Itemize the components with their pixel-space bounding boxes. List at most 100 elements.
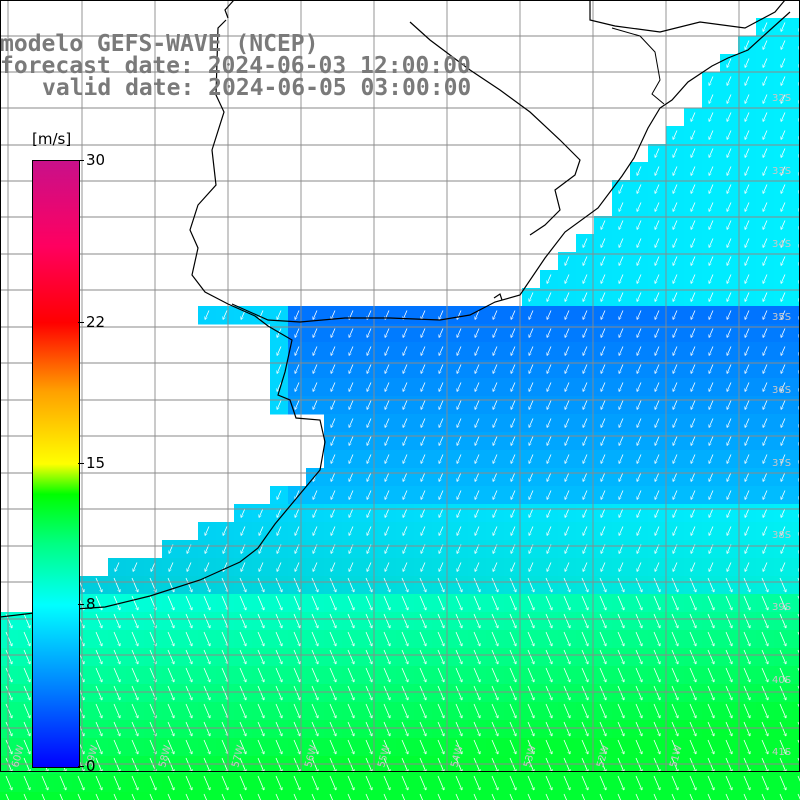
wave-cell	[792, 576, 800, 595]
wave-cell	[612, 792, 631, 800]
wave-cell	[792, 252, 800, 271]
wave-cell	[450, 792, 469, 800]
latitude-label: 36S	[772, 385, 791, 396]
colorbar	[32, 160, 80, 768]
wave-cell	[792, 18, 800, 37]
wave-cell	[774, 792, 793, 800]
wave-cell	[72, 792, 91, 800]
wave-cell	[90, 792, 109, 800]
wave-cell	[792, 684, 800, 703]
wave-cell	[720, 792, 739, 800]
wave-cell	[792, 198, 800, 217]
wave-cell	[792, 216, 800, 235]
wave-cell	[792, 54, 800, 73]
colorbar-tick-mark	[78, 604, 84, 606]
wave-cell	[792, 414, 800, 433]
wave-cell	[36, 792, 55, 800]
wave-cell	[306, 792, 325, 800]
wave-cell	[558, 792, 577, 800]
latitude-label: 35S	[772, 312, 791, 323]
wave-cell	[108, 792, 127, 800]
wave-cell	[486, 792, 505, 800]
latitude-label: 34S	[772, 239, 791, 250]
wave-cell	[594, 792, 613, 800]
wave-cell	[792, 378, 800, 397]
wave-cell	[540, 792, 559, 800]
wave-cell	[216, 792, 235, 800]
wave-cell	[792, 270, 800, 289]
wave-cell	[648, 792, 667, 800]
wave-cell	[792, 630, 800, 649]
wave-cell	[792, 738, 800, 757]
wave-cell	[792, 180, 800, 199]
wave-cell	[792, 396, 800, 415]
wave-cell	[288, 792, 307, 800]
colorbar-tick-mark	[78, 160, 84, 161]
wave-cell	[54, 792, 73, 800]
wave-cell	[180, 792, 199, 800]
wave-cell	[396, 792, 415, 800]
wave-cell	[432, 792, 451, 800]
wave-cell	[792, 360, 800, 379]
wave-cell	[792, 522, 800, 541]
wave-cell	[792, 720, 800, 739]
latitude-label: 39S	[772, 602, 791, 613]
wave-cell	[504, 792, 523, 800]
wave-cell	[0, 792, 19, 800]
colorbar-unit: [m/s]	[32, 130, 72, 148]
wave-cell	[378, 792, 397, 800]
wave-cell	[792, 126, 800, 145]
wave-cell	[666, 792, 685, 800]
wave-cell	[792, 288, 800, 307]
wave-cell	[792, 558, 800, 577]
wave-cell	[342, 792, 361, 800]
wave-cell	[126, 792, 145, 800]
colorbar-tick-label: 30	[86, 151, 106, 169]
wave-cell	[792, 468, 800, 487]
wave-cell	[468, 792, 487, 800]
wave-cell	[270, 792, 289, 800]
wave-cell	[252, 792, 271, 800]
wave-cell	[792, 108, 800, 127]
latitude-label: 38S	[772, 530, 791, 541]
wave-cell	[576, 792, 595, 800]
valid-date: valid date: 2024-06-05 03:00:00	[42, 75, 472, 101]
wave-cell	[792, 306, 800, 325]
wave-cell	[144, 792, 163, 800]
wave-cell	[792, 666, 800, 685]
colorbar-tick-label: 22	[86, 312, 106, 331]
wave-cell	[630, 792, 649, 800]
colorbar-tick-label: 8	[86, 595, 96, 614]
wave-cell	[738, 792, 757, 800]
colorbar-tick-label: 15	[86, 454, 106, 472]
wave-cell	[756, 792, 775, 800]
wave-cell	[792, 72, 800, 91]
latitude-label: 41S	[772, 747, 791, 758]
latitude-label: 37S	[772, 458, 791, 469]
wave-cell	[792, 450, 800, 469]
wave-cell	[324, 792, 343, 800]
wave-cell	[792, 648, 800, 667]
latitude-label: 33S	[772, 166, 791, 177]
wave-cell	[684, 792, 703, 800]
wave-cell	[792, 234, 800, 253]
wave-cell	[792, 324, 800, 343]
latitude-label: 40S	[772, 675, 791, 686]
colorbar-tick-mark	[78, 321, 84, 323]
wave-cell	[198, 792, 217, 800]
wave-cell	[414, 792, 433, 800]
wave-cell	[18, 792, 37, 800]
wave-cell	[702, 792, 721, 800]
wave-cell	[792, 162, 800, 181]
colorbar-tick-mark	[78, 766, 84, 767]
wave-cell	[792, 432, 800, 451]
wave-cell	[792, 342, 800, 361]
wave-cell	[522, 792, 541, 800]
wave-cell	[792, 486, 800, 505]
wave-cell	[792, 36, 800, 55]
wave-cell	[792, 612, 800, 631]
wave-cell	[360, 792, 379, 800]
wave-cell	[234, 792, 253, 800]
wave-cell	[162, 792, 181, 800]
